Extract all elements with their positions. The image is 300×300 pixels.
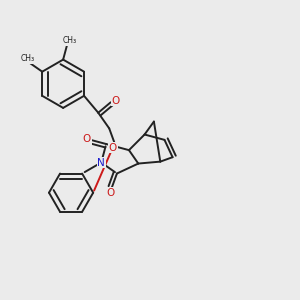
Text: O: O bbox=[112, 96, 120, 106]
Text: O: O bbox=[109, 142, 117, 153]
Text: N: N bbox=[98, 158, 105, 167]
Text: O: O bbox=[106, 188, 114, 198]
Text: O: O bbox=[82, 134, 91, 144]
Text: CH₃: CH₃ bbox=[20, 54, 34, 63]
Text: CH₃: CH₃ bbox=[63, 37, 77, 46]
